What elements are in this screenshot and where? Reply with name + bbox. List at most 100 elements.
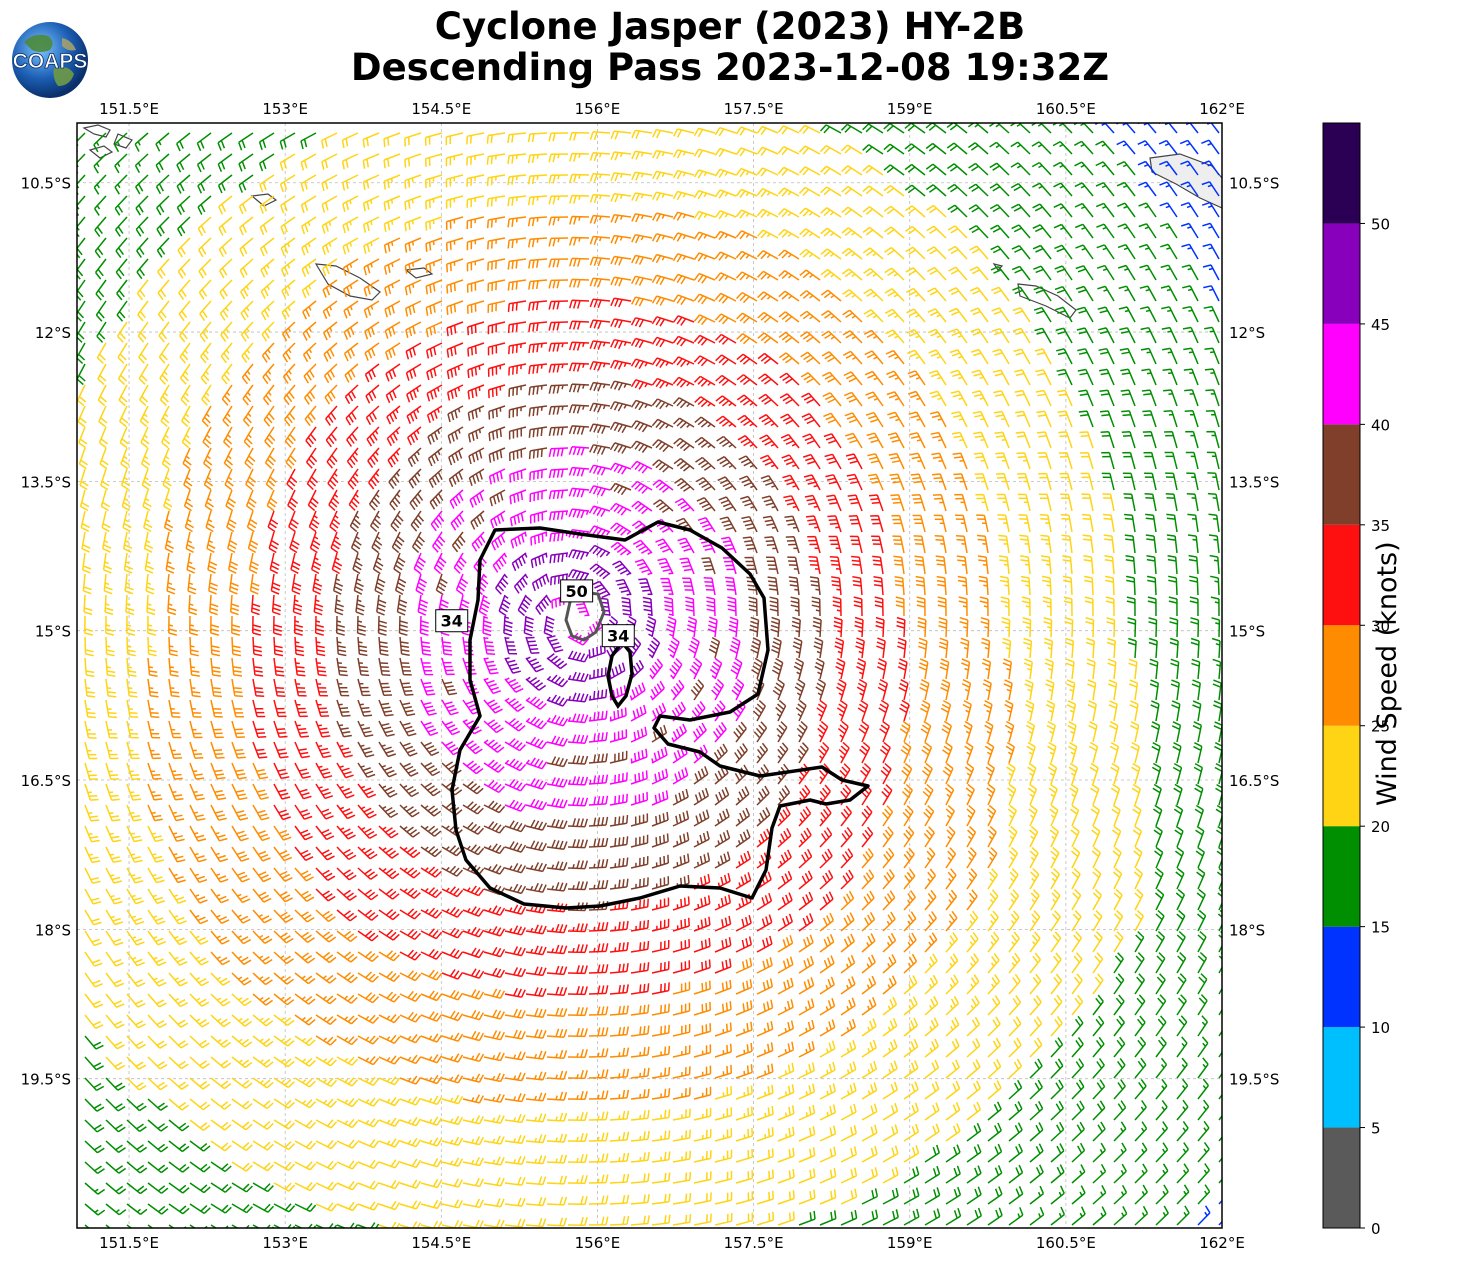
wind-barb — [301, 258, 317, 277]
wind-barb — [186, 552, 196, 574]
wind-barb — [903, 932, 917, 953]
wind-barb — [156, 216, 170, 237]
wind-barb — [1134, 973, 1146, 995]
wind-barb — [945, 932, 959, 953]
wind-barb — [798, 166, 821, 176]
wind-barb — [953, 473, 968, 491]
wind-barb — [840, 826, 853, 848]
wind-barb — [990, 245, 1010, 260]
wind-barb — [322, 258, 338, 277]
lon-tick-label-bottom: 162°E — [1199, 1234, 1245, 1252]
wind-barb — [904, 143, 926, 155]
wind-barb — [1045, 700, 1056, 722]
wind-barb — [425, 279, 443, 295]
wind-barb — [665, 616, 677, 638]
wind-barb — [899, 699, 910, 722]
wind-barb — [291, 573, 302, 595]
wind-barb — [189, 1014, 210, 1028]
wind-barb — [719, 516, 737, 533]
wind-barb — [468, 447, 485, 465]
wind-barb — [336, 1201, 359, 1212]
wind-barb — [231, 930, 252, 945]
wind-barb — [673, 458, 695, 472]
wind-barb — [315, 1160, 338, 1171]
colorbar-bin — [1323, 524, 1360, 626]
wind-barb — [315, 930, 337, 943]
wind-barb — [189, 804, 206, 822]
wind-barb — [77, 384, 87, 407]
wind-barb — [589, 131, 611, 141]
wind-barb — [1118, 285, 1136, 302]
wind-barb — [1050, 973, 1063, 995]
axis-tick-labels: 151.5°E151.5°E153°E153°E154.5°E154.5°E15… — [21, 100, 1280, 1252]
wind-barb — [714, 829, 731, 848]
wind-barb — [462, 1136, 484, 1146]
wind-barb — [798, 848, 813, 869]
wind-barb — [147, 1098, 168, 1111]
wind-barb — [693, 766, 709, 785]
wind-barb — [840, 1040, 857, 1058]
wind-barb — [862, 185, 884, 197]
lat-tick-label-right: 16.5°S — [1229, 772, 1279, 790]
wind-barb — [147, 783, 163, 801]
wind-barb — [420, 636, 432, 656]
wind-barb — [735, 1085, 753, 1100]
wind-barb — [1092, 867, 1102, 890]
wind-barb — [1071, 1100, 1085, 1121]
wind-barb — [441, 1178, 463, 1188]
wind-barb — [98, 405, 108, 428]
wind-barb — [756, 892, 773, 911]
wind-barb — [285, 447, 297, 469]
wind-barb — [1218, 1051, 1222, 1058]
wind-barb — [588, 1153, 609, 1163]
wind-barb — [189, 678, 201, 698]
wind-barb — [504, 967, 526, 978]
wind-barb — [1092, 1121, 1106, 1142]
wind-barb — [968, 224, 989, 239]
wind-barb — [105, 804, 121, 822]
wind-barb — [1141, 368, 1157, 386]
wind-barb — [651, 876, 670, 890]
wind-barb — [231, 846, 250, 862]
wind-barb — [651, 982, 670, 995]
wind-barb — [1068, 741, 1078, 764]
wind-barb — [819, 1167, 837, 1184]
wind-barb — [651, 1003, 670, 1016]
wind-barb — [525, 1071, 547, 1081]
wind-barb — [167, 594, 177, 616]
wind-barb — [483, 657, 499, 675]
wind-barb — [399, 990, 422, 1002]
wind-barb — [378, 1014, 401, 1024]
wind-barb — [104, 594, 114, 616]
wind-barb — [822, 371, 842, 386]
wind-barb — [548, 426, 569, 437]
lon-tick-label-bottom: 154.5°E — [411, 1234, 471, 1252]
wind-barb — [383, 195, 401, 211]
wind-barb — [124, 573, 134, 595]
wind-barb — [1095, 140, 1115, 155]
wind-barb — [1162, 368, 1178, 386]
wind-barb — [588, 1027, 609, 1037]
wind-barb — [204, 489, 214, 512]
wind-barb — [425, 216, 443, 231]
wind-barb — [105, 1140, 126, 1154]
wind-barb — [1102, 513, 1115, 533]
wind-barb — [991, 327, 1010, 344]
wind-barb — [609, 502, 632, 516]
wind-barb — [504, 1176, 526, 1186]
wind-barb — [445, 132, 464, 146]
wind-barb — [189, 1077, 211, 1090]
wind-barb — [1087, 700, 1097, 722]
wind-barb — [1201, 181, 1220, 197]
wind-barb — [800, 372, 821, 386]
wind-barb — [347, 468, 359, 490]
wind-barb — [880, 762, 892, 785]
wind-barb — [882, 1039, 898, 1058]
lon-tick-label-top: 153°E — [262, 100, 308, 118]
wind-barb — [1008, 1143, 1023, 1163]
wind-barb — [208, 573, 218, 595]
wind-barb — [1064, 616, 1074, 638]
wind-barb — [231, 804, 249, 821]
wind-barb — [903, 1145, 920, 1163]
wind-barb — [631, 296, 653, 307]
